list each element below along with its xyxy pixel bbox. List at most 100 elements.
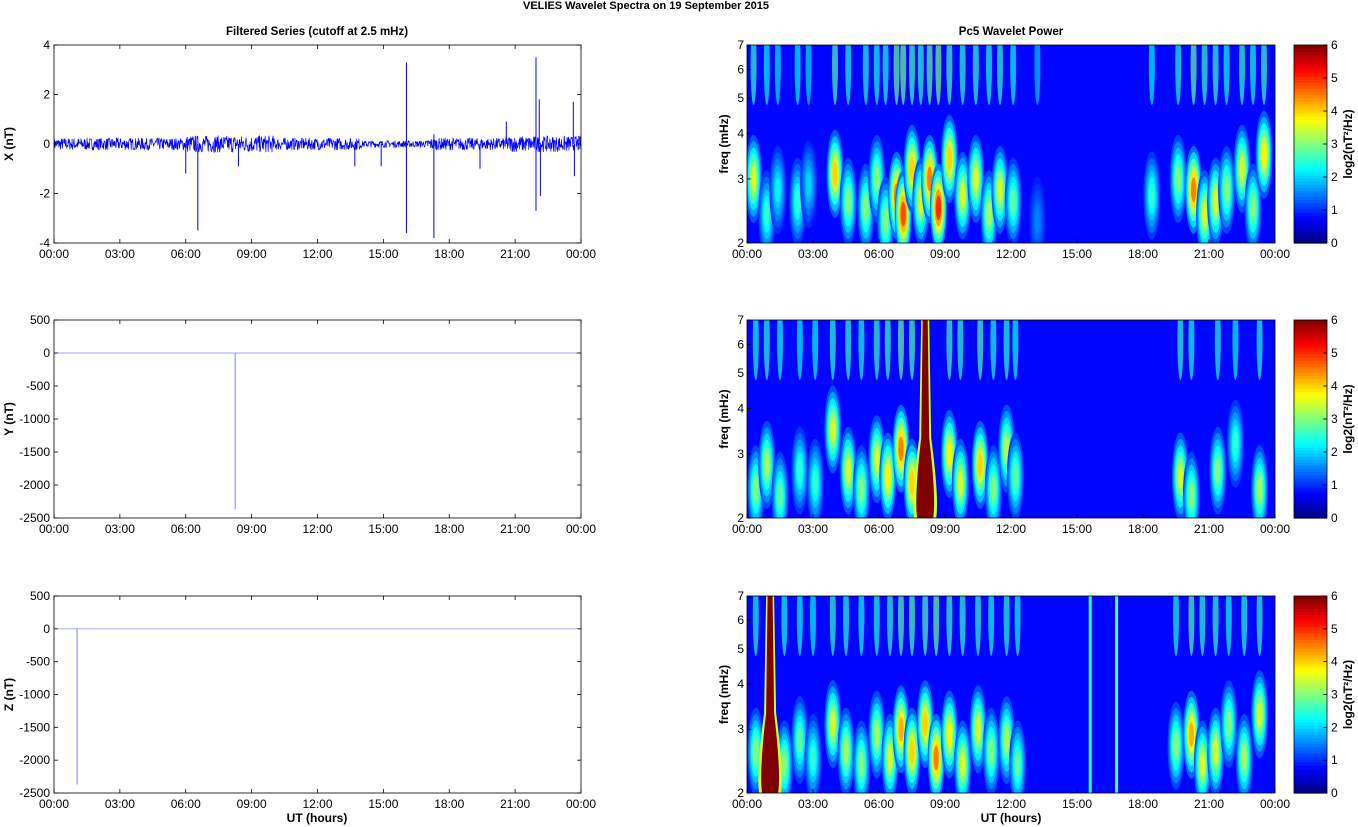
colorbar-segment [1294, 106, 1327, 111]
colorbar-segment [1294, 116, 1327, 120]
colorbar-segment [1294, 731, 1327, 736]
colorbar-segment [1294, 381, 1327, 386]
colorbar-segment [1294, 156, 1327, 161]
power-streak [858, 320, 865, 380]
power-streak [1223, 45, 1230, 105]
power-blob [750, 166, 757, 192]
power-streak [873, 45, 880, 105]
power-streak [1199, 596, 1206, 656]
y-tick-label: 2 [43, 88, 50, 102]
colorbar-label: log2(nT²/Hz) [1341, 109, 1355, 178]
power-streak [777, 320, 783, 380]
colorbar-tick-label: 1 [1331, 478, 1338, 492]
power-blob [1261, 142, 1267, 167]
colorbar-segment [1294, 471, 1327, 476]
power-blob [977, 452, 983, 478]
y-tick-label: 0 [43, 137, 50, 151]
colorbar-segment [1294, 184, 1327, 188]
power-blob [1034, 208, 1041, 234]
colorbar-segment [1294, 737, 1327, 742]
colorbar-segment [1294, 462, 1327, 467]
colorbar-segment [1294, 657, 1327, 662]
power-streak [1232, 320, 1239, 380]
power-streak [1088, 596, 1092, 793]
colorbar-segment [1294, 440, 1327, 445]
colorbar-tick-label: 2 [1331, 445, 1338, 459]
colorbar-segment [1294, 51, 1327, 55]
x-tick-label: 00:00 [732, 247, 762, 261]
power-blob [959, 183, 966, 208]
colorbar-segment [1294, 703, 1327, 708]
colorbar-segment [1294, 502, 1327, 507]
power-blob [898, 436, 904, 462]
colorbar-segment [1294, 746, 1327, 751]
power-streak [922, 596, 929, 656]
y-tick-label: -1000 [19, 688, 50, 702]
power-blob [858, 751, 865, 777]
colorbar-segment [1294, 786, 1327, 791]
colorbar-segment [1294, 320, 1327, 324]
y-tick-label: -1500 [19, 720, 50, 734]
colorbar-segment [1294, 632, 1327, 637]
colorbar-segment [1294, 608, 1327, 612]
x-tick-label: 00:00 [39, 247, 69, 261]
x-tick-label: 15:00 [1062, 797, 1092, 811]
power-blob [874, 722, 880, 747]
colorbar-segment [1294, 409, 1327, 414]
colorbar-segment [1294, 215, 1327, 219]
y-axis-label: Y (nT) [2, 402, 16, 436]
colorbar-segment [1294, 666, 1327, 671]
colorbar-segment [1294, 202, 1327, 207]
power-streak [1175, 45, 1182, 105]
colorbar-segment [1294, 425, 1327, 429]
power-blob [898, 716, 904, 742]
colorbar-segment [1294, 629, 1327, 634]
colorbar-segment [1294, 60, 1327, 65]
colorbar-segment [1294, 162, 1327, 167]
colorbar-segment [1294, 403, 1327, 408]
power-streak [763, 45, 770, 105]
colorbar-segment [1294, 777, 1327, 782]
x-tick-label: 00:00 [566, 797, 596, 811]
colorbar-segment [1294, 602, 1327, 606]
y-tick-label: -2500 [19, 786, 50, 800]
power-blob [874, 166, 880, 192]
colorbar-segment [1294, 397, 1327, 402]
y-tick-label: -500 [26, 379, 50, 393]
power-blob [1199, 751, 1206, 777]
power-blob [1014, 751, 1021, 777]
power-blob [1241, 745, 1247, 771]
x-tick-label: 00:00 [1260, 247, 1290, 261]
colorbar-tick-label: 3 [1331, 137, 1338, 151]
power-blob [1212, 739, 1219, 765]
power-streak [750, 45, 757, 105]
colorbar-segment [1294, 388, 1327, 392]
colorbar-segment [1294, 69, 1327, 74]
power-streak [781, 596, 788, 656]
y-tick-label: -2 [39, 187, 50, 201]
power-blob [777, 483, 783, 509]
y-axis-label: Z (nT) [2, 678, 16, 711]
power-streak [1212, 596, 1219, 656]
power-streak [873, 596, 880, 656]
power-blob [1256, 476, 1263, 502]
power-blob [794, 189, 801, 214]
colorbar-segment [1294, 483, 1327, 488]
power-blob [1239, 156, 1245, 182]
y-tick-label: 7 [737, 313, 744, 327]
x-tick-label: 18:00 [434, 797, 464, 811]
power-streak [752, 596, 759, 656]
power-streak [812, 320, 819, 380]
power-streak [1003, 596, 1010, 656]
x-tick-label: 12:00 [302, 522, 332, 536]
colorbar-tick-label: 2 [1331, 170, 1338, 184]
x-tick-label: 00:00 [732, 522, 762, 536]
y-tick-label: 0 [43, 346, 50, 360]
colorbar-segment [1294, 82, 1327, 86]
colorbar-segment [1294, 400, 1327, 405]
x-tick-label: 00:00 [39, 522, 69, 536]
power-blob [973, 166, 979, 192]
power-streak [829, 596, 836, 656]
power-streak [1201, 45, 1208, 105]
x-tick-label: 06:00 [171, 247, 201, 261]
